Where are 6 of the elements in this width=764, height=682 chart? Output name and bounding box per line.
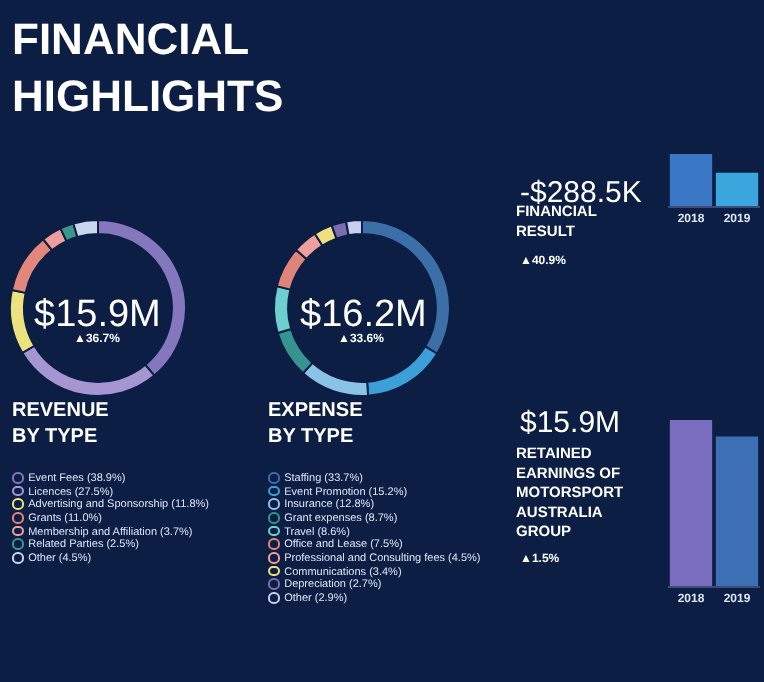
text: $16.2M [300,294,427,336]
text: EXPENSE BY TYPE [268,400,364,448]
text: REVENUE BY TYPE [12,400,110,448]
text: $15.9M [520,406,621,440]
text: FINANCIAL HIGHLIGHTS [12,14,284,122]
text: $15.9M [34,294,161,336]
